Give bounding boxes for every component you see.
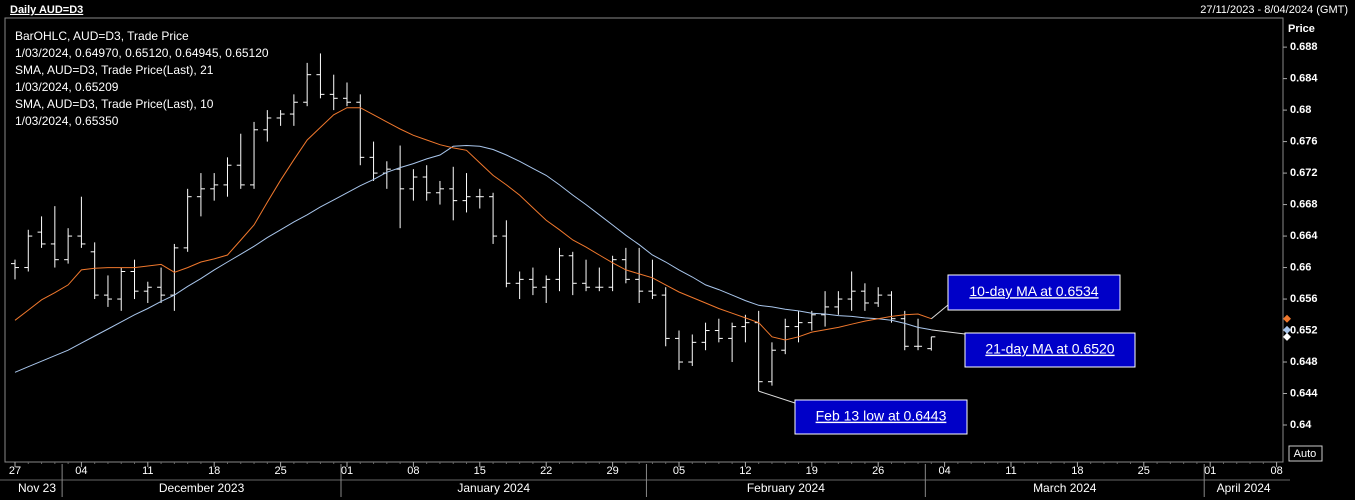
- x-tick-label: 19: [806, 465, 818, 477]
- y-tick-label: 0.644: [1290, 387, 1318, 399]
- legend-name: SMA, AUD=D3, Trade Price(Last), 10: [15, 97, 214, 111]
- last-value-marker: [1283, 332, 1291, 341]
- annotation-box: [794, 399, 968, 435]
- x-tick-label: 18: [1071, 465, 1083, 477]
- x-tick-label: 12: [739, 465, 751, 477]
- auto-button[interactable]: [1288, 445, 1323, 462]
- month-label: February 2024: [747, 481, 825, 495]
- annotation-box: [964, 332, 1136, 368]
- last-value-marker: [1283, 314, 1291, 323]
- month-label: Nov 23: [18, 481, 56, 495]
- y-tick-label: 0.688: [1290, 41, 1318, 53]
- x-tick-label: 26: [872, 465, 884, 477]
- date-range: 27/11/2023 - 8/04/2024 (GMT): [1200, 4, 1348, 16]
- x-tick-label: 11: [1005, 465, 1016, 477]
- month-label: December 2023: [159, 481, 245, 495]
- x-tick-label: 15: [474, 465, 486, 477]
- y-tick-label: 0.652: [1290, 324, 1318, 336]
- auto-button-label[interactable]: Auto: [1294, 448, 1317, 460]
- y-tick-label: 0.656: [1290, 293, 1318, 305]
- legend-name: BarOHLC, AUD=D3, Trade Price: [15, 29, 189, 43]
- annotation-connector: [931, 329, 966, 335]
- x-tick-label: 18: [208, 465, 220, 477]
- annotation-connector: [758, 390, 796, 404]
- x-tick-label: 01: [1204, 465, 1216, 477]
- x-tick-label: 08: [1270, 465, 1282, 477]
- sma-line: [14, 107, 932, 341]
- sma-line: [14, 144, 932, 373]
- x-tick-label: 04: [938, 465, 950, 477]
- y-tick-label: 0.672: [1290, 167, 1318, 179]
- x-tick-label: 04: [75, 465, 87, 477]
- x-tick-label: 08: [407, 465, 419, 477]
- legend-value: 1/03/2024, 0.65350: [15, 114, 119, 128]
- y-tick-label: 0.664: [1290, 230, 1318, 242]
- y-axis-label: Price: [1288, 23, 1315, 35]
- y-tick-label: 0.648: [1290, 356, 1318, 368]
- annotation-text: 21-day MA at 0.6520: [985, 341, 1114, 357]
- x-tick-label: 05: [673, 465, 685, 477]
- x-tick-label: 01: [341, 465, 353, 477]
- y-tick-label: 0.64: [1290, 419, 1312, 431]
- x-tick-label: 27: [9, 465, 21, 477]
- y-tick-label: 0.684: [1290, 73, 1318, 85]
- annotation-box: [947, 274, 1121, 311]
- annotation-text: Feb 13 low at 0.6443: [816, 408, 947, 424]
- last-value-marker: [1283, 325, 1291, 334]
- legend-value: 1/03/2024, 0.64970, 0.65120, 0.64945, 0.…: [15, 46, 269, 60]
- month-label: March 2024: [1033, 481, 1097, 495]
- annotation-text: 10-day MA at 0.6534: [969, 283, 1098, 299]
- x-tick-label: 25: [274, 465, 286, 477]
- y-tick-label: 0.668: [1290, 198, 1318, 210]
- month-label: April 2024: [1217, 481, 1271, 495]
- x-tick-label: 29: [606, 465, 618, 477]
- legend-name: SMA, AUD=D3, Trade Price(Last), 21: [15, 63, 214, 77]
- y-tick-label: 0.66: [1290, 261, 1311, 273]
- y-tick-label: 0.68: [1290, 104, 1311, 116]
- plot-frame: [4, 17, 1284, 463]
- x-tick-label: 22: [540, 465, 552, 477]
- annotation-connector: [931, 304, 949, 320]
- legend-value: 1/03/2024, 0.65209: [15, 80, 119, 94]
- chart-title: Daily AUD=D3: [10, 4, 83, 16]
- y-tick-label: 0.676: [1290, 136, 1318, 148]
- month-label: January 2024: [457, 481, 530, 495]
- x-tick-label: 25: [1138, 465, 1150, 477]
- x-tick-label: 11: [142, 465, 153, 477]
